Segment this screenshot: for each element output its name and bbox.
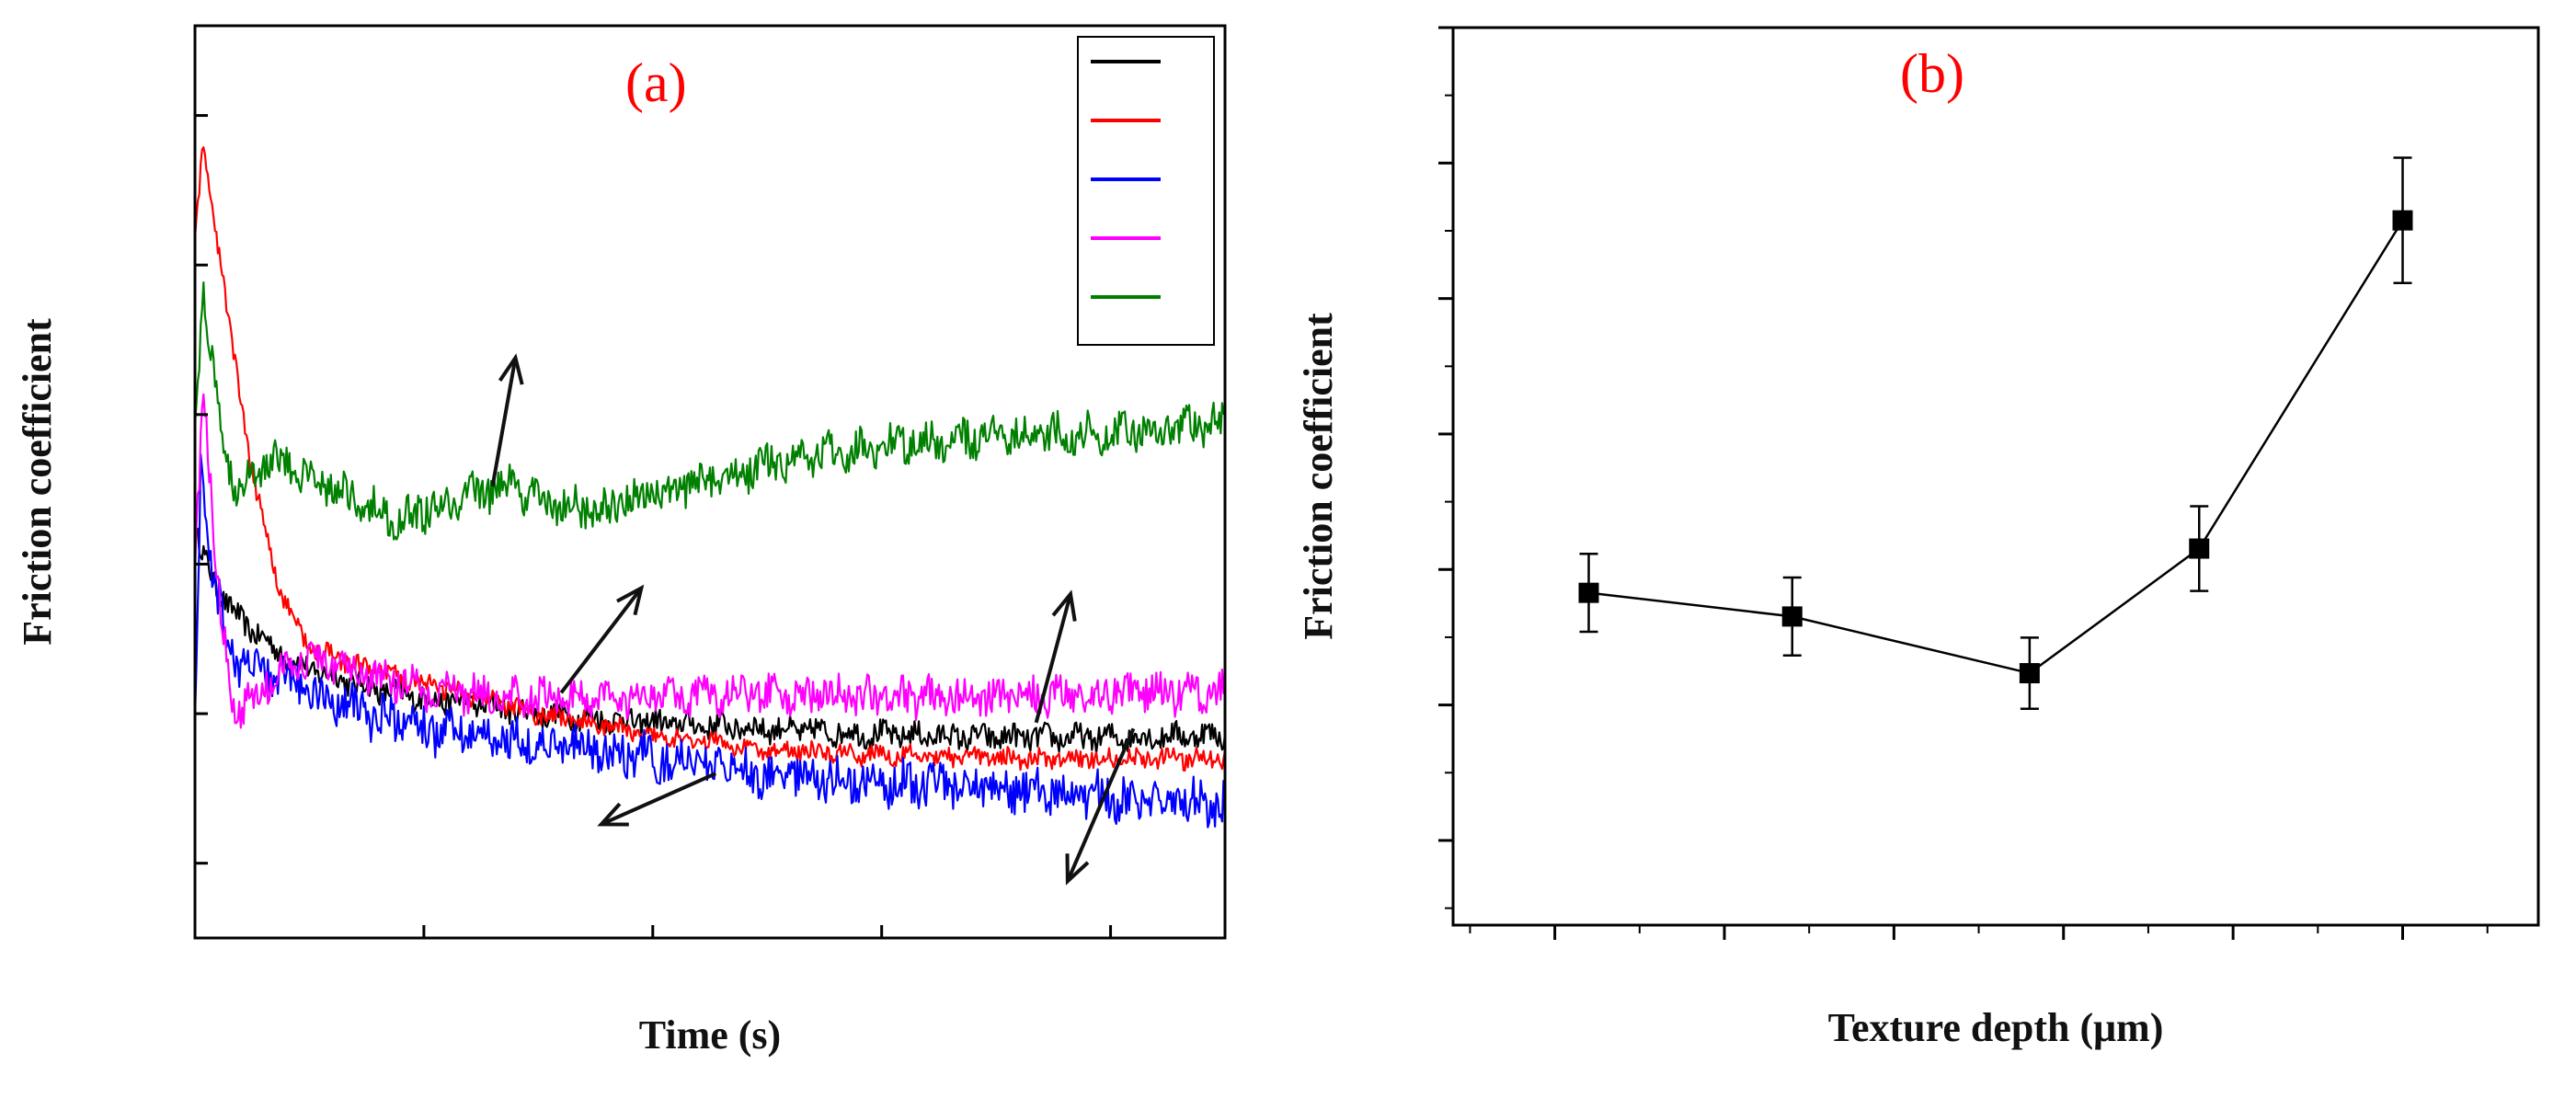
callout-arrow-h4 — [559, 587, 643, 694]
panel-a-series-group — [193, 146, 1227, 829]
panel-b-axes — [1438, 26, 2489, 940]
legend-frame — [1077, 36, 1215, 346]
panel-b-label: (b) — [1900, 43, 1964, 104]
panel-b-y-axis-title: Friction coefficient — [1296, 313, 1341, 640]
data-point-marker — [1781, 606, 1803, 627]
callout-arrowhead-h2 — [1065, 853, 1090, 886]
panel-a-axes — [193, 114, 1113, 938]
callout-arrowhead-h5 — [498, 353, 524, 385]
callout-arrow-h1 — [1034, 593, 1072, 724]
data-point-marker — [1578, 582, 1599, 603]
callout-arrowhead-h1 — [1051, 589, 1077, 622]
callout-arrow-h3 — [600, 772, 717, 827]
series-line-h3 — [193, 452, 1227, 829]
callout-arrow-h5 — [490, 357, 518, 487]
panel-a-friction-vs-time: (a) Friction coefficient Time (s) — [15, 24, 1227, 1058]
data-point-marker — [2189, 538, 2210, 559]
callout-arrowhead-h4 — [616, 584, 645, 616]
series-line-h4 — [193, 393, 1227, 729]
callout-arrowhead-h3 — [597, 802, 629, 827]
series-line-h1 — [193, 527, 1227, 754]
panel-b-x-axis-title: Texture depth (μm) — [1828, 1005, 2164, 1050]
panel-b-plot-frame — [1451, 26, 2540, 927]
series-line-h2 — [193, 146, 1227, 772]
data-point-marker — [2019, 663, 2040, 684]
legend-entries — [1091, 60, 1161, 299]
panel-b-data-marks — [1578, 156, 2413, 710]
panel-a-x-axis-title: Time (s) — [639, 1012, 781, 1058]
panel-b-friction-vs-depth: (b) Friction coefficient Texture depth (… — [1296, 26, 2540, 1050]
panel-a-label: (a) — [625, 52, 687, 113]
panel-a-legend — [1077, 36, 1215, 346]
panel-a-plot-frame — [193, 24, 1227, 940]
series-line-h5 — [193, 281, 1226, 541]
panel-a-y-axis-title: Friction coefficient — [15, 318, 60, 646]
panel-a-annotations — [490, 353, 1136, 886]
callout-arrow-h2 — [1066, 727, 1136, 882]
data-point-marker — [2392, 210, 2413, 231]
